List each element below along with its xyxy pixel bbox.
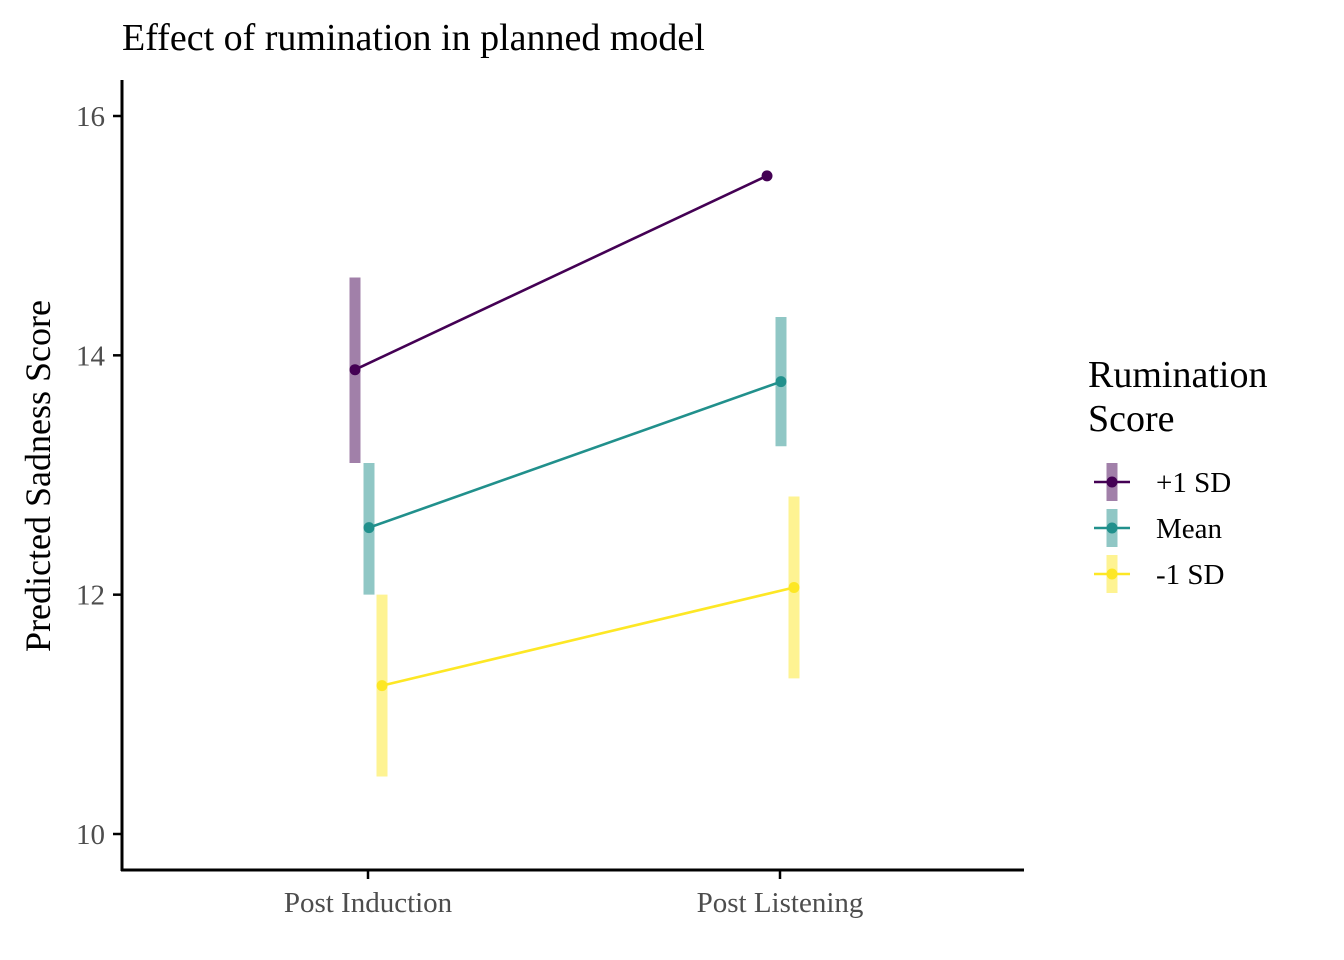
data-point — [363, 522, 375, 534]
series-line — [354, 174, 768, 371]
legend-key-point — [1106, 568, 1118, 580]
chart-title: Effect of rumination in planned model — [122, 17, 705, 59]
x-tick-label: Post Induction — [284, 887, 453, 919]
legend-key-point — [1106, 476, 1118, 488]
legend-title-line: Rumination — [1088, 354, 1267, 396]
data-point — [788, 581, 800, 593]
y-axis-title: Predicted Sadness Score — [18, 300, 58, 652]
data-point — [376, 680, 388, 692]
y-tick-label: 12 — [76, 580, 105, 612]
data-point — [761, 170, 773, 182]
legend-label: +1 SD — [1156, 467, 1231, 499]
plot-area — [349, 170, 800, 777]
y-tick-label: 16 — [76, 101, 105, 133]
series-line — [368, 380, 782, 529]
y-tick-label: 14 — [76, 340, 106, 372]
legend: Rumination Score +1 SD Mean -1 SD — [1088, 354, 1267, 593]
legend-label: Mean — [1156, 513, 1223, 545]
y-tick-label: 10 — [76, 819, 105, 851]
legend-title: Rumination Score — [1088, 354, 1267, 440]
data-point — [349, 364, 361, 376]
data-point — [775, 376, 787, 388]
axes: 10 12 14 16 Post Induction Post Listening — [76, 80, 1024, 919]
series-line — [381, 586, 795, 687]
legend-label: -1 SD — [1156, 559, 1224, 591]
legend-key-point — [1106, 522, 1118, 534]
legend-title-line: Score — [1088, 398, 1175, 440]
x-tick-label: Post Listening — [697, 887, 864, 919]
